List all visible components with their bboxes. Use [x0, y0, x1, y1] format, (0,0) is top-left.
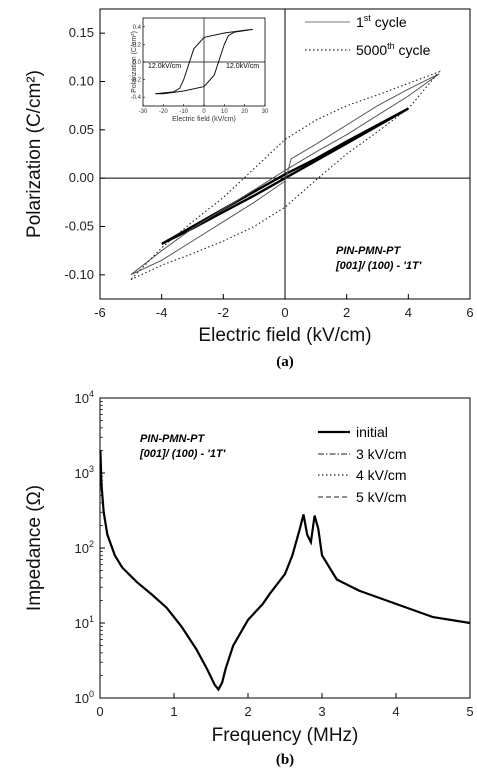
inset-x-tick-label: -20 [159, 109, 168, 115]
inset-x-tick-label: -30 [139, 109, 148, 115]
inset-x-tick-label: 10 [221, 109, 228, 115]
inset-y-tick-label: 0.2 [133, 42, 142, 48]
panel-b-x-axis-label: Frequency (MHz) [212, 725, 359, 746]
panel-b-y-tick-label: 103 [75, 464, 94, 481]
panel-b-legend: initial 3 kV/cm 4 kV/cm 5 kV/cm [318, 424, 407, 505]
panel-b-x-tick-label: 5 [466, 704, 473, 719]
panel-b-y-tick-label: 104 [75, 389, 94, 406]
legend-label-5000th-cycle: 5000th cycle [356, 41, 431, 58]
panel-a-y-tick-label: 0.10 [69, 74, 94, 89]
inset-x-tick-label: 0 [202, 109, 206, 115]
panel-b-x-tick-label: 2 [244, 704, 251, 719]
panel-a-y-tick-label: 0.00 [69, 170, 94, 185]
panel-a-caption: (a) [276, 354, 294, 370]
panel-a-orientation-label: [001]/ (100) - '1T' [335, 260, 422, 272]
panel-a-y-axis-label: Polarization (C/cm²) [24, 70, 45, 238]
panel-a-series-line-2 [130, 70, 441, 281]
panel-a-y-tick-label: 0.05 [69, 122, 94, 137]
panel-b-x-tick-label: 1 [170, 704, 177, 719]
legend-label-1st-cycle: 1st cycle [356, 13, 407, 30]
panel-b-x-tick-label: 3 [318, 704, 325, 719]
inset-x-tick-label: 30 [262, 109, 269, 115]
panel-a-y-tick-label: 0.15 [69, 25, 94, 40]
panel-b-material-label: PIN-PMN-PT [140, 433, 205, 445]
inset-right-coercive-label: 12.0kV/cm [226, 63, 259, 70]
panel-a-x-tick-label: -6 [94, 305, 106, 320]
panel-a-inset: -30 -20 -10 0 10 20 30 -0.4 -0.2 0.0 0.2 0.4 12.0kV… [131, 14, 277, 124]
panel-b-series-line-dashed [99, 450, 471, 691]
panel-a-series-line-1 [130, 73, 440, 276]
inset-x-tick-label: -10 [179, 109, 188, 115]
panel-b-x-tick-label: 0 [96, 704, 103, 719]
panel-b-series [99, 450, 471, 692]
panel-a-x-tick-label: -2 [218, 305, 230, 320]
panel-b-y-tick-label: 100 [75, 689, 94, 706]
panel-a-legend: 1st cycle 5000th cycle [305, 13, 431, 58]
panel-a-series [130, 70, 441, 281]
panel-b-y-tick-label: 101 [75, 614, 94, 631]
panel-a-x-tick-label: 6 [466, 305, 473, 320]
panel-b-x-tick-label: 4 [392, 704, 399, 719]
inset-axes: -30 -20 -10 0 10 20 30 -0.4 -0.2 0.0 0.2 0.4 [131, 18, 269, 115]
legend-label-4kv: 4 kV/cm [356, 467, 407, 483]
panel-a-x-tick-label: 0 [281, 305, 288, 320]
panel-b-caption: (b) [276, 752, 294, 768]
panel-a-x-tick-label: -4 [156, 305, 168, 320]
panel-a-y-tick-label: -0.10 [64, 267, 94, 282]
inset-y-tick-label: -0.2 [131, 78, 142, 84]
inset-x-axis-label: Electric field (kV/cm) [172, 116, 236, 123]
panel-b-axes: 0 1 2 3 4 5 100 101 102 103 104 [75, 389, 474, 719]
panel-b-series-line-dashdot [99, 450, 471, 691]
panel-a-x-tick-label: 4 [405, 305, 412, 320]
panel-a-axes: -6 -4 -2 0 2 4 6-0.10-0.050.000.050.100.15 [64, 9, 474, 320]
panel-a-x-axis-label: Electric field (kV/cm) [198, 325, 371, 346]
panel-b-orientation-label: [001]/ (100) - '1T' [139, 448, 226, 460]
panel-b-y-tick-label: 102 [75, 539, 94, 556]
inset-y-axis-label: Polarization (C/cm²) [131, 31, 138, 93]
inset-y-tick-label: 0.0 [133, 60, 142, 66]
legend-label-5kv: 5 kV/cm [356, 489, 407, 505]
panel-a-material-label: PIN-PMN-PT [336, 245, 401, 257]
legend-label-initial: initial [356, 424, 388, 440]
inset-x-tick-label: 20 [241, 109, 248, 115]
inset-y-tick-label: -0.4 [131, 95, 142, 101]
inset-left-coercive-label: 12.0kV/cm [148, 63, 181, 70]
legend-label-3kv: 3 kV/cm [356, 446, 407, 462]
panel-b-y-axis-label: Impedance (Ω) [24, 485, 45, 611]
panel-b: 0 1 2 3 4 5 100 101 102 103 104 initial 3 kV/cm 4 … [24, 389, 474, 768]
panel-a-y-tick-label: -0.05 [64, 219, 94, 234]
panel-a: -6 -4 -2 0 2 4 6-0.10-0.050.000.050.100.15 -30… [24, 8, 474, 370]
inset-y-tick-label: 0.4 [133, 25, 142, 31]
panel-b-series-line-dotted [99, 450, 471, 691]
panel-a-x-tick-label: 2 [343, 305, 350, 320]
panel-b-series-line-thick [99, 450, 471, 692]
inset-hysteresis-loop [155, 28, 253, 95]
